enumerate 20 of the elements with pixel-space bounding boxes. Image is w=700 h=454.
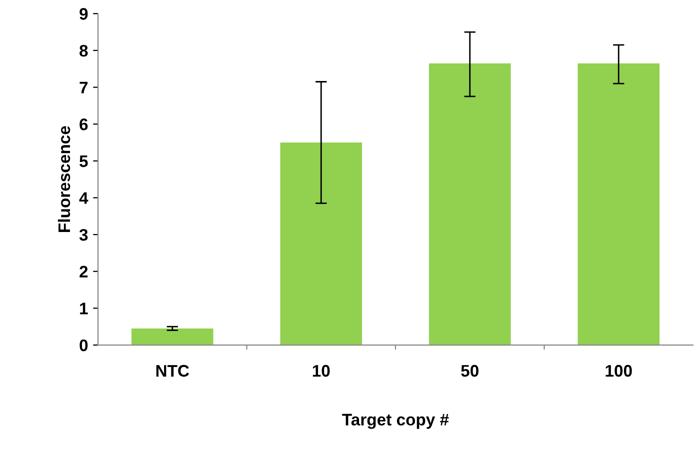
bar (280, 142, 362, 346)
y-tick-label: 7 (80, 82, 88, 94)
y-tick-label: 8 (80, 44, 88, 57)
y-tick-label: 4 (79, 192, 88, 204)
y-tick-label: 6 (80, 118, 88, 130)
y-tick-label: 3 (79, 228, 88, 241)
x-tick-label: 10 (312, 364, 330, 377)
x-tick-label: 100 (606, 364, 632, 377)
x-tick-label: 50 (461, 364, 478, 377)
y-tick-label: 1 (80, 302, 88, 314)
x-tick-label: NTC (156, 364, 190, 377)
y-axis-title: Fluorescence (58, 126, 70, 232)
y-tick-label: 5 (80, 155, 88, 168)
y-tick-label: 0 (80, 339, 88, 352)
bar (578, 63, 660, 346)
x-axis-title: Target copy # (342, 414, 449, 429)
y-tick-label: 9 (80, 8, 88, 20)
y-tick-label: 2 (80, 266, 88, 278)
bar (131, 328, 214, 346)
bar (428, 63, 511, 346)
